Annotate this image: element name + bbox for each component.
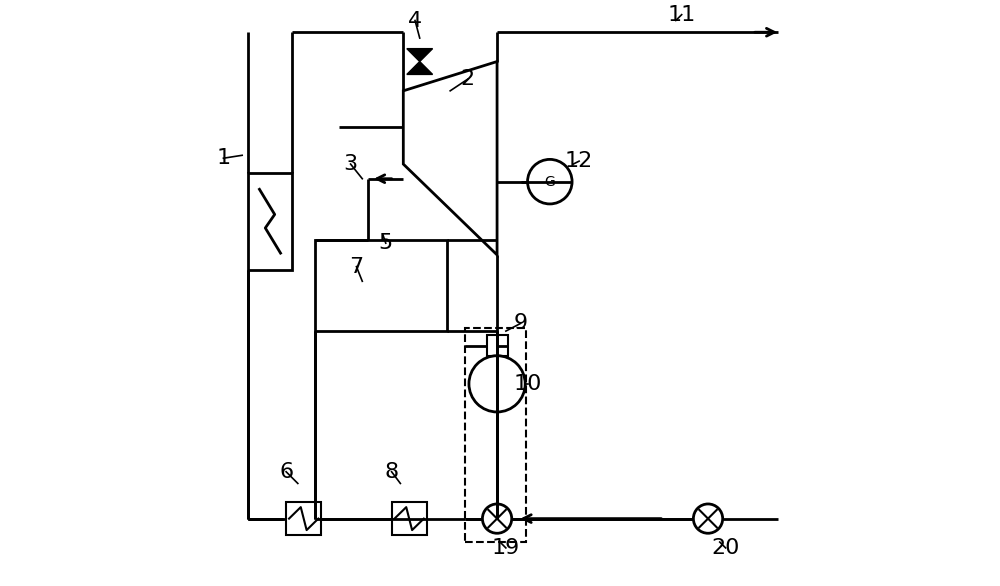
Text: 19: 19 bbox=[492, 538, 520, 558]
Text: 5: 5 bbox=[379, 233, 393, 253]
Bar bbox=[465, 328, 526, 542]
Text: 3: 3 bbox=[344, 154, 358, 174]
Text: 11: 11 bbox=[668, 5, 696, 25]
Text: 4: 4 bbox=[408, 11, 422, 30]
Bar bbox=[315, 240, 447, 331]
Text: 6: 6 bbox=[279, 462, 293, 482]
Polygon shape bbox=[407, 62, 433, 74]
Bar bbox=[392, 502, 427, 535]
Polygon shape bbox=[407, 49, 433, 62]
Bar bbox=[248, 173, 292, 270]
Text: 9: 9 bbox=[513, 314, 528, 333]
Text: 7: 7 bbox=[349, 257, 363, 277]
Text: 12: 12 bbox=[565, 151, 593, 171]
Text: 10: 10 bbox=[514, 374, 542, 394]
Text: 8: 8 bbox=[385, 462, 399, 482]
Text: 2: 2 bbox=[461, 69, 475, 89]
Bar bbox=[286, 502, 321, 535]
Bar bbox=[487, 335, 508, 356]
Text: G: G bbox=[544, 175, 555, 189]
Text: 20: 20 bbox=[711, 538, 740, 558]
Text: 1: 1 bbox=[216, 148, 230, 168]
